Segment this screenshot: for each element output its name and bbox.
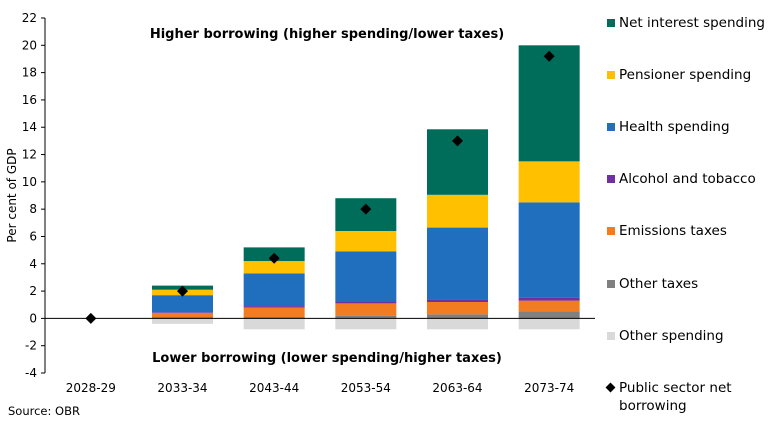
- y-tick-label: -4: [25, 366, 37, 380]
- bar-segment-other-spending: [152, 318, 213, 324]
- y-axis-label: Per cent of GDP: [5, 148, 19, 242]
- y-tick-label: 16: [22, 93, 37, 107]
- bar-segment-other-taxes: [427, 314, 488, 319]
- bar-segment-other-taxes: [152, 317, 213, 319]
- psnb-marker: [268, 252, 280, 264]
- bar-segment-health-spending: [243, 273, 305, 307]
- psnb-marker: [85, 312, 97, 324]
- y-tick-label: 18: [22, 66, 37, 80]
- bar-segment-emissions-taxes: [243, 307, 305, 318]
- psnb-marker: [452, 135, 463, 147]
- annotation-lower-borrowing: Lower borrowing (lower spending/higher t…: [152, 351, 502, 366]
- bar-segment-pensioner-spending: [518, 161, 580, 203]
- legend-label: Other taxes: [619, 276, 699, 292]
- bar-segment-emissions-taxes: [152, 312, 213, 318]
- psnb-marker: [543, 50, 555, 62]
- bar-segment-health-spending: [518, 202, 580, 298]
- y-tick-label: -2: [25, 339, 37, 353]
- bar-segment-emissions-taxes: [427, 302, 488, 315]
- x-tick-label: 2028-29: [66, 381, 116, 395]
- bar-segment-other-spending: [243, 318, 305, 330]
- bar-segment-health-spending: [152, 295, 213, 313]
- x-tick-label: 2033-34: [157, 381, 207, 395]
- bar-segment-alcohol-and-tobacco: [518, 297, 580, 301]
- bar-segment-other-spending: [335, 318, 397, 330]
- y-tick-label: 22: [22, 11, 37, 25]
- legend-label: Public sector net borrowing: [619, 380, 732, 414]
- y-tick-label: 0: [29, 311, 37, 325]
- x-tick-label: 2063-64: [432, 381, 482, 395]
- annotation-higher-borrowing: Higher borrowing (higher spending/lower …: [150, 27, 504, 42]
- bar-segment-other-spending: [518, 318, 580, 330]
- bar-segment-alcohol-and-tobacco: [427, 299, 488, 302]
- bar-segment-pensioner-spending: [243, 261, 305, 274]
- y-tick-label: 4: [29, 257, 37, 271]
- bar-segment-net-interest-spending: [518, 45, 580, 162]
- y-tick-label: 20: [22, 38, 37, 52]
- bar-segment-alcohol-and-tobacco: [243, 306, 305, 308]
- legend-swatch: [607, 71, 615, 79]
- x-tick-label: 2043-44: [249, 381, 299, 395]
- bar-segment-health-spending: [427, 227, 488, 300]
- y-tick-label: 14: [22, 120, 37, 134]
- y-tick-label: 2: [29, 284, 37, 298]
- y-tick-label: 10: [22, 175, 37, 189]
- legend-label: Other spending: [619, 328, 724, 344]
- legend-swatch: [607, 227, 615, 235]
- psnb-marker: [177, 285, 188, 297]
- legend-swatch: [607, 19, 615, 27]
- bar-segment-emissions-taxes: [335, 303, 397, 316]
- bar-segment-other-taxes: [243, 317, 305, 319]
- x-tick-label: 2073-74: [524, 381, 574, 395]
- bar-segment-other-taxes: [518, 311, 580, 319]
- bar-segment-pensioner-spending: [427, 194, 488, 228]
- bar-segment-pensioner-spending: [335, 231, 397, 252]
- psnb-marker: [360, 203, 372, 215]
- legend-swatch: [607, 175, 615, 183]
- legend-label: Emissions taxes: [619, 223, 727, 239]
- x-tick-label: 2053-54: [341, 381, 391, 395]
- legend-swatch: [607, 123, 615, 131]
- legend-label: Alcohol and tobacco: [619, 171, 756, 187]
- legend-label: Health spending: [619, 119, 730, 135]
- legend-swatch: [607, 332, 615, 340]
- bar-segment-other-spending: [427, 318, 488, 330]
- bar-segment-alcohol-and-tobacco: [335, 302, 397, 304]
- bar-segment-emissions-taxes: [518, 300, 580, 312]
- y-tick-label: 6: [29, 229, 37, 243]
- y-tick-label: 8: [29, 202, 37, 216]
- bar-segment-other-taxes: [335, 315, 397, 319]
- source-note: Source: OBR: [8, 404, 80, 418]
- bar-segment-health-spending: [335, 251, 397, 302]
- y-tick-label: 12: [22, 148, 37, 162]
- bar-segment-alcohol-and-tobacco: [152, 312, 213, 313]
- legend-label: Net interest spending: [619, 15, 765, 31]
- legend-label: Pensioner spending: [619, 67, 752, 83]
- legend-swatch: [607, 280, 615, 288]
